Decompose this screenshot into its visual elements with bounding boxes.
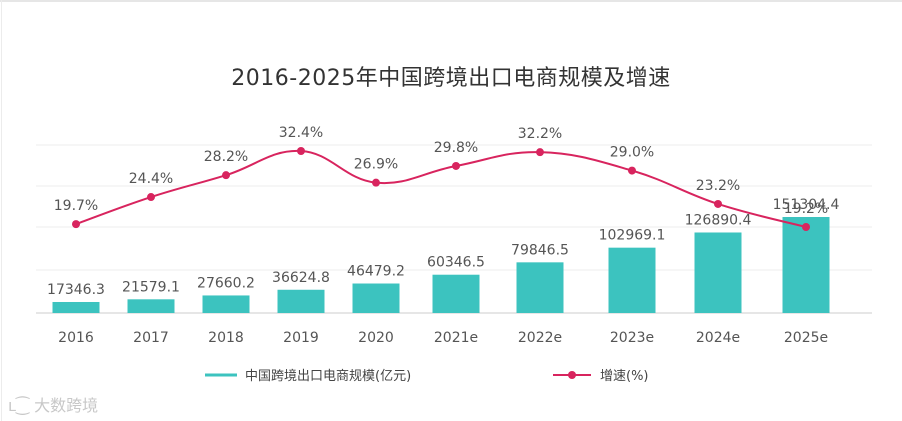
x-tick-label: 2020 <box>358 330 394 346</box>
growth-line-series <box>72 147 810 231</box>
x-axis-ticks: 2016 2017 2018 2019 2020 2021e 2022e 2023e 2024e… <box>58 330 828 346</box>
growth-point <box>147 193 155 202</box>
bar-labels: 17346.3 21579.1 27660.2 36624.8 46479.2 60346… <box>47 197 839 298</box>
chart-title: 2016-2025年中国跨境出口电商规模及增速 <box>231 66 671 91</box>
x-tick-label: 2016 <box>58 330 94 346</box>
growth-point <box>452 161 460 170</box>
growth-point <box>536 148 544 157</box>
growth-value-label: 29.0% <box>610 145 654 161</box>
bar-value-label: 126890.4 <box>685 212 752 228</box>
x-tick-label: 2024e <box>696 330 740 346</box>
bar-value-label: 46479.2 <box>347 264 405 280</box>
growth-point <box>72 220 80 229</box>
bar <box>127 299 175 313</box>
bar <box>516 262 564 313</box>
growth-value-label: 23.2% <box>696 178 740 194</box>
bar-value-label: 102969.1 <box>599 228 666 244</box>
bar <box>277 289 325 313</box>
left-border <box>1 0 2 421</box>
bar-value-label: 151304.4 <box>773 197 840 213</box>
watermark-text: 大数跨境 <box>34 396 99 415</box>
growth-value-label: 24.4% <box>129 171 173 187</box>
x-tick-label: 2018 <box>208 330 244 346</box>
growth-value-label: 26.9% <box>354 157 398 173</box>
x-tick-label: 2021e <box>434 330 478 346</box>
bar <box>352 283 400 313</box>
bar-value-label: 36624.8 <box>272 270 330 286</box>
growth-labels: 19.7% 24.4% 28.2% 32.4% 26.9% 29.8% 32.2% 29.0%… <box>54 125 828 217</box>
x-tick-label: 2019 <box>283 330 319 346</box>
x-tick-label: 2022e <box>518 330 562 346</box>
growth-value-label: 32.2% <box>518 126 562 142</box>
legend-line-marker <box>568 371 576 379</box>
top-border <box>0 0 902 2</box>
bar-value-label: 60346.5 <box>427 255 485 271</box>
legend: 中国跨境出口电商规模(亿元) 增速(%) <box>205 369 649 384</box>
bar <box>202 295 250 313</box>
growth-point <box>802 223 810 231</box>
growth-point <box>297 147 305 155</box>
watermark-logo: ʟ⁐ 大数跨境 <box>8 392 98 416</box>
growth-value-label: 19.7% <box>54 198 98 214</box>
bar-value-label: 21579.1 <box>122 279 180 295</box>
x-tick-label: 2025e <box>784 330 828 346</box>
x-tick-label: 2023e <box>610 330 654 346</box>
bar-value-label: 79846.5 <box>511 242 569 258</box>
bar <box>694 232 742 313</box>
growth-point <box>372 178 380 187</box>
bar <box>52 301 100 313</box>
growth-point <box>714 199 722 208</box>
growth-value-label: 28.2% <box>204 149 248 165</box>
bar <box>608 247 656 313</box>
x-tick-label: 2017 <box>133 330 169 346</box>
bar-value-label: 27660.2 <box>197 275 255 291</box>
bar <box>432 274 480 313</box>
growth-value-label: 32.4% <box>279 125 323 141</box>
growth-line <box>75 149 807 228</box>
growth-point <box>628 166 636 175</box>
bar <box>782 217 830 313</box>
legend-line-label: 增速(%) <box>600 369 649 384</box>
growth-point <box>222 171 230 180</box>
bar-series <box>52 217 830 313</box>
legend-bar-label: 中国跨境出口电商规模(亿元) <box>245 369 411 384</box>
growth-value-label: 19.2% <box>784 201 828 217</box>
watermark-icon: ʟ⁐ <box>8 396 29 415</box>
growth-value-label: 29.8% <box>434 140 478 156</box>
bar-value-label: 17346.3 <box>47 282 105 298</box>
